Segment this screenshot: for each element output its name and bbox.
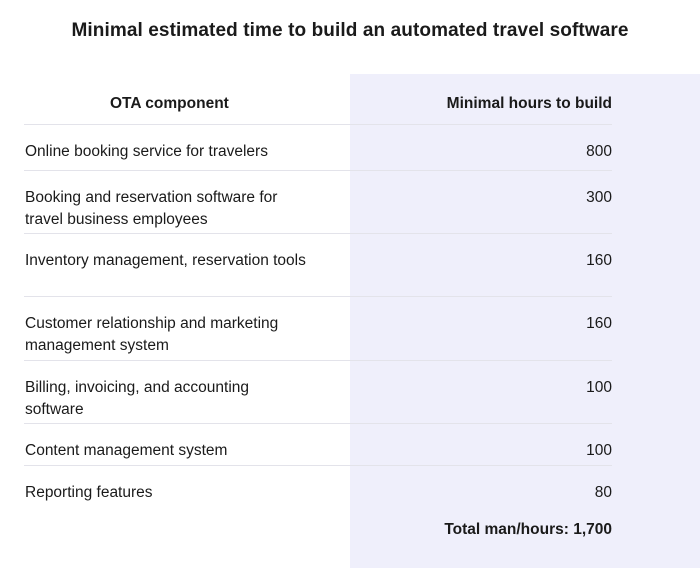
row-hours: 100 — [586, 442, 612, 459]
table-row: Inventory management, reservation tools … — [24, 233, 612, 296]
table-row: Customer relationship and marketing mana… — [24, 296, 612, 360]
hours-column-highlight — [350, 74, 700, 568]
total-hours: Total man/hours: 1,700 — [444, 521, 612, 538]
row-hours: 80 — [594, 484, 612, 501]
row-hours: 160 — [586, 315, 612, 332]
table-row: Reporting features 80 — [24, 465, 612, 507]
row-component: Billing, invoicing, and accounting softw… — [25, 379, 250, 418]
table-row: Booking and reservation software for tra… — [24, 170, 612, 233]
row-component: Booking and reservation software for tra… — [25, 189, 278, 228]
row-component: Inventory management, reservation tools — [25, 252, 306, 269]
row-component: Customer relationship and marketing mana… — [25, 315, 279, 354]
row-component: Reporting features — [25, 484, 153, 501]
table-row: Online booking service for travelers 800 — [24, 124, 612, 170]
row-component: Content management system — [25, 442, 228, 459]
table-row: Billing, invoicing, and accounting softw… — [24, 360, 612, 423]
row-hours: 300 — [586, 189, 612, 206]
row-hours: 160 — [586, 252, 612, 269]
column-header-component: OTA component — [110, 95, 229, 112]
row-hours: 100 — [586, 379, 612, 396]
table-body: Online booking service for travelers 800… — [24, 124, 612, 507]
table-row: Content management system 100 — [24, 423, 612, 465]
row-hours: 800 — [586, 143, 612, 160]
page-title: Minimal estimated time to build an autom… — [71, 20, 629, 41]
column-header-hours: Minimal hours to build — [446, 95, 612, 112]
row-component: Online booking service for travelers — [25, 143, 268, 160]
